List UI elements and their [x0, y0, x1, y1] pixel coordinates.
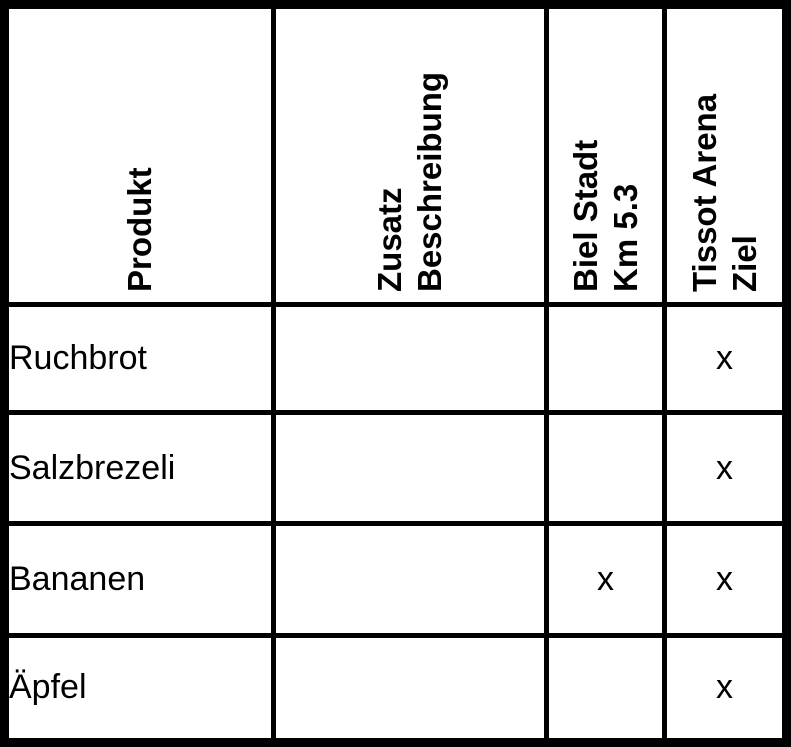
zusatz-beschreibung-cell: [271, 520, 549, 638]
tissot-arena-mark-cell: x: [662, 632, 789, 746]
header-row: Produkt Zusatz Beschreibung Biel Stadt K…: [2, 2, 789, 307]
biel-stadt-mark-cell: x: [544, 520, 667, 638]
table-row-aepfel: Äpfel x: [2, 632, 789, 746]
tissot-arena-mark-cell: x: [662, 301, 789, 416]
zusatz-beschreibung-cell: [271, 301, 549, 416]
header-cell-produkt: Produkt: [2, 2, 276, 307]
zusatz-beschreibung-cell: [271, 632, 549, 746]
product-name-cell: Äpfel: [2, 632, 276, 746]
tissot-arena-mark-cell: x: [662, 520, 789, 638]
zusatz-beschreibung-cell: [271, 410, 549, 526]
biel-stadt-mark-cell: [544, 410, 667, 526]
product-name-cell: Ruchbrot: [2, 301, 276, 416]
table-row-salzbrezeli: Salzbrezeli x: [2, 410, 789, 526]
tissot-arena-mark-cell: x: [662, 410, 789, 526]
product-name-cell: Salzbrezeli: [2, 410, 276, 526]
header-label-biel-stadt-km: Biel Stadt Km 5.3: [566, 139, 644, 292]
header-cell-biel-stadt-km: Biel Stadt Km 5.3: [544, 2, 667, 307]
header-cell-zusatz-beschreibung: Zusatz Beschreibung: [271, 2, 549, 307]
product-name-cell: Bananen: [2, 520, 276, 638]
table-row-ruchbrot: Ruchbrot x: [2, 301, 789, 416]
header-label-tissot-arena-ziel: Tissot Arena Ziel: [685, 93, 763, 292]
table-row-bananen: Bananen x x: [2, 520, 789, 638]
biel-stadt-mark-cell: [544, 632, 667, 746]
header-label-produkt: Produkt: [120, 166, 158, 292]
header-cell-tissot-arena-ziel: Tissot Arena Ziel: [662, 2, 789, 307]
biel-stadt-mark-cell: [544, 301, 667, 416]
header-label-zusatz-beschreibung: Zusatz Beschreibung: [370, 71, 448, 292]
